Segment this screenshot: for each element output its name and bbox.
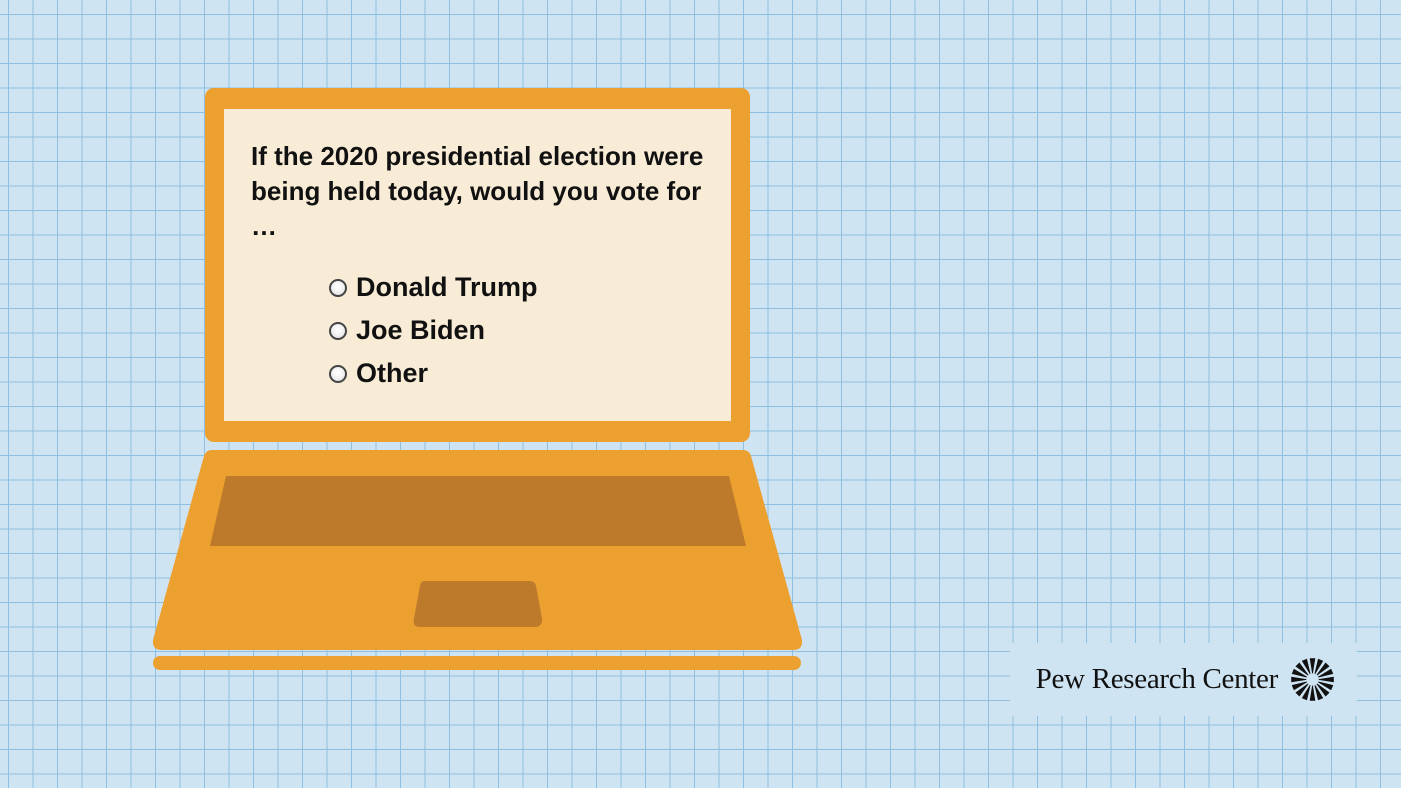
pew-logo: Pew Research Center xyxy=(1010,643,1357,716)
option-label: Donald Trump xyxy=(356,272,538,302)
laptop-screen-frame: If the 2020 presidential election were b… xyxy=(205,88,750,442)
option-joe-biden[interactable]: Joe Biden xyxy=(329,309,538,352)
logo-ray xyxy=(1309,658,1316,674)
logo-ray xyxy=(1318,676,1334,683)
logo-ray xyxy=(1291,681,1307,691)
logo-ray xyxy=(1316,683,1330,697)
option-other[interactable]: Other xyxy=(329,352,538,395)
sunburst-logo-icon xyxy=(1291,658,1334,701)
survey-screen: If the 2020 presidential election were b… xyxy=(224,109,731,421)
logo-ray xyxy=(1291,668,1307,678)
laptop-touchpad xyxy=(413,581,543,627)
logo-ray xyxy=(1316,662,1330,676)
logo-ray xyxy=(1301,685,1311,701)
logo-ray xyxy=(1301,658,1311,674)
logo-ray xyxy=(1318,681,1334,691)
radio-button-icon[interactable] xyxy=(329,278,347,297)
laptop-bottom-bar xyxy=(153,656,801,670)
logo-ray xyxy=(1309,685,1316,701)
radio-button-icon[interactable] xyxy=(329,364,347,383)
laptop-keyboard-area xyxy=(210,476,746,546)
survey-question: If the 2020 presidential election were b… xyxy=(251,141,704,241)
option-label: Joe Biden xyxy=(356,315,486,345)
option-donald-trump[interactable]: Donald Trump xyxy=(329,266,538,309)
logo-ray xyxy=(1291,676,1307,683)
logo-ray xyxy=(1318,668,1334,678)
logo-org-name: Pew Research Center xyxy=(1035,663,1279,695)
logo-ray xyxy=(1314,658,1324,674)
radio-button-icon[interactable] xyxy=(329,321,347,340)
survey-options: Donald Trump Joe Biden Other xyxy=(329,266,538,395)
logo-ray xyxy=(1295,683,1309,697)
logo-ray xyxy=(1314,685,1324,701)
logo-ray xyxy=(1295,662,1309,676)
option-label: Other xyxy=(356,358,429,388)
